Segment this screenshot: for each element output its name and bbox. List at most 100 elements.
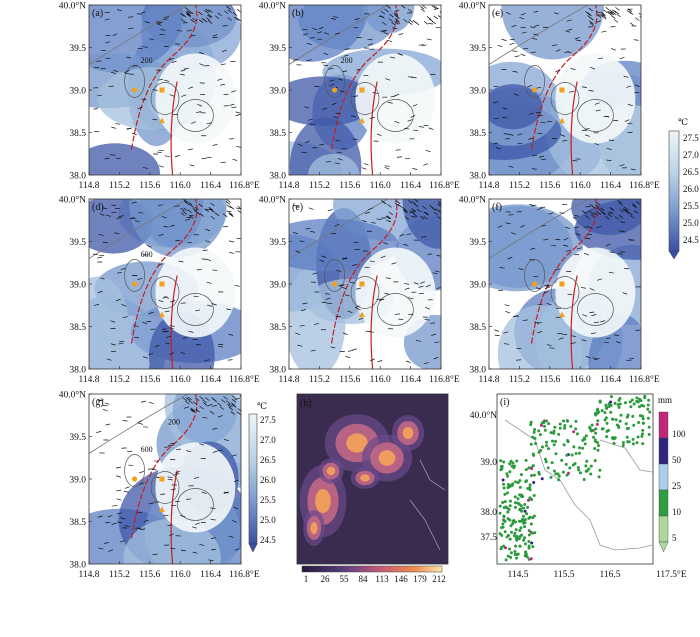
wind-barb	[169, 94, 175, 97]
rain-gauge-station	[585, 459, 589, 463]
rain-gauge-station	[635, 441, 639, 445]
panel-i-boundary-line	[504, 419, 653, 551]
rain-gauge-station	[513, 495, 517, 499]
wind-barb	[339, 90, 345, 93]
wind-barb	[164, 155, 170, 157]
wind-barb	[537, 207, 542, 211]
wind-barb	[118, 343, 124, 345]
rain-gauge-station	[582, 477, 586, 481]
rain-gauge-station	[519, 473, 523, 477]
wind-barb	[555, 69, 561, 73]
wind-barb	[195, 309, 201, 312]
y-tick-label: 39.0	[480, 458, 497, 468]
rain-gauge-station	[539, 423, 543, 427]
wind-barb	[232, 395, 237, 400]
wind-barb	[210, 215, 216, 220]
wind-barb	[601, 14, 607, 18]
rain-gauge-station	[501, 522, 505, 526]
red-contour	[370, 81, 378, 175]
temperature-shading	[308, 153, 360, 175]
wind-barb	[192, 17, 197, 22]
wind-barb	[127, 450, 133, 453]
orange-site-marker	[532, 281, 538, 287]
terrain-contour	[377, 99, 414, 132]
rain-gauge-station	[621, 444, 625, 448]
rain-gauge-station	[613, 401, 617, 405]
temp-colorbar-g-tick: 27.5	[260, 415, 276, 425]
wind-barb	[148, 502, 154, 505]
wind-barb	[232, 12, 238, 16]
wind-barb	[554, 12, 560, 15]
x-tick-label: 115.2	[309, 181, 330, 191]
wind-barb	[329, 79, 335, 82]
wind-barb	[626, 10, 632, 14]
wind-barb	[596, 278, 602, 281]
wind-barb	[190, 407, 195, 412]
wind-barb	[589, 203, 594, 208]
red-contour	[170, 275, 178, 369]
wind-barb	[124, 525, 130, 527]
wind-barb	[306, 43, 312, 45]
y-tick-label: 38.5	[69, 518, 86, 528]
wind-barb	[627, 104, 633, 106]
rain-gauge-station	[503, 492, 507, 496]
rain-gauge-station	[589, 472, 593, 476]
wind-barb	[370, 358, 376, 361]
rain-gauge-station	[514, 528, 518, 532]
y-tick-label: 38.0	[269, 366, 286, 376]
wind-barb	[177, 30, 183, 32]
wind-barb	[402, 207, 407, 211]
wind-barb	[387, 101, 393, 104]
y-tick-label: 37.5	[480, 533, 497, 543]
wind-barb	[223, 438, 229, 442]
precip-colorbar-tick: 50	[672, 455, 682, 465]
wind-barb	[167, 478, 173, 481]
wind-barb	[202, 402, 208, 406]
rain-gauge-station	[509, 551, 513, 555]
x-tick-label: 114.5	[507, 570, 528, 580]
wind-barb	[505, 12, 511, 15]
wind-barb	[386, 215, 392, 219]
wind-barb	[531, 168, 537, 170]
temperature-shading	[129, 199, 227, 258]
wind-barb	[106, 358, 112, 361]
wind-barb	[626, 85, 632, 88]
x-tick-label: 115.6	[139, 181, 160, 191]
wind-barb	[327, 209, 333, 212]
rain-gauge-station	[509, 530, 513, 534]
x-tick-label: 115.2	[509, 181, 530, 191]
wind-barb	[420, 6, 425, 10]
temp-colorbar-unit: ℃	[678, 117, 688, 127]
precip-colorbar-segment	[658, 489, 669, 517]
rain-gauge-station	[528, 515, 532, 519]
rain-gauge-station	[506, 554, 510, 558]
rain-gauge-station	[627, 440, 631, 444]
wind-barb	[188, 148, 194, 151]
wind-barb	[411, 200, 416, 205]
rain-gauge-station	[557, 432, 561, 436]
contour-label: 200	[168, 418, 180, 427]
wind-barb	[627, 8, 633, 12]
wind-barb	[167, 476, 173, 479]
rain-gauge-station	[543, 428, 547, 432]
temp-colorbar-g-tick: 26.0	[260, 475, 276, 485]
rain-gauge-station	[590, 423, 594, 427]
rain-gauge-station	[593, 459, 597, 463]
wind-barb	[618, 202, 624, 206]
orange-triangle-marker	[358, 117, 365, 124]
rain-gauge-station	[502, 515, 506, 519]
wind-barb	[163, 18, 169, 20]
y-tick-label: 40.0°N	[59, 390, 86, 401]
wind-barb	[394, 121, 400, 124]
wind-barb	[202, 399, 207, 404]
orange-site-marker	[159, 476, 165, 482]
red-contour	[130, 199, 198, 344]
wind-barb	[166, 335, 172, 338]
wind-barb	[133, 336, 139, 339]
wind-barb	[231, 404, 237, 408]
wind-barb	[331, 102, 337, 106]
rain-gauge-station	[611, 417, 615, 421]
wind-barb	[164, 296, 170, 299]
rain-gauge-station	[554, 439, 558, 443]
wind-barb	[185, 11, 190, 15]
